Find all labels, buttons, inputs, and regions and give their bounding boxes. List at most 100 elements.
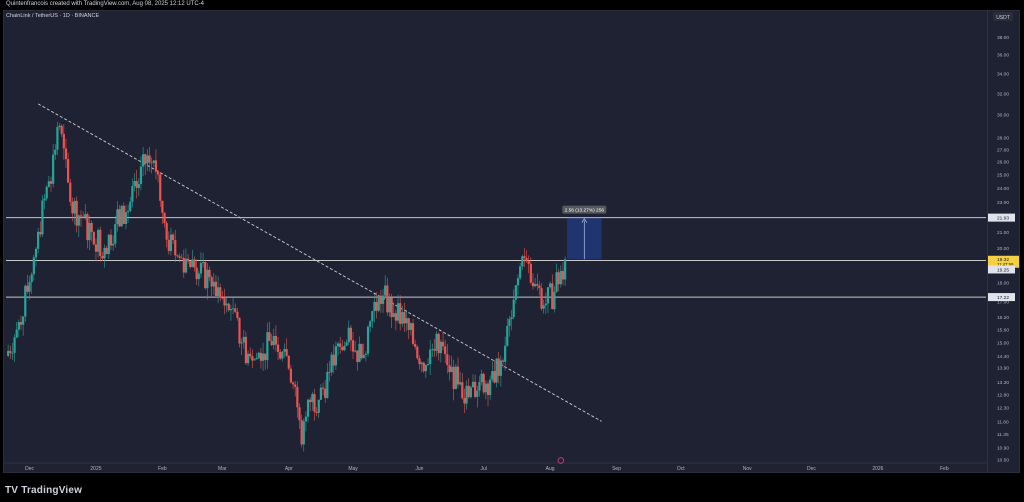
candle-body (546, 287, 550, 304)
candle-body (159, 174, 162, 201)
chart-frame[interactable] (3, 10, 1020, 473)
price-tag-current (988, 255, 1019, 268)
candle-body (525, 258, 528, 262)
candle-body (431, 349, 434, 350)
currency-badge (993, 12, 1013, 21)
candle-body (122, 205, 125, 224)
candle-body (88, 223, 91, 241)
candle-body (508, 319, 511, 326)
time-tick-label: Feb (158, 466, 167, 472)
candle-body (13, 337, 16, 353)
candle-body (411, 323, 415, 344)
candle-body (311, 394, 314, 403)
candle-body (399, 303, 402, 324)
candle-body (324, 388, 327, 398)
price-axis[interactable]: USDT 38.00 36.00 34.00 32.00 30.00 28.00 27.00 2… (987, 11, 1020, 472)
candle-body (328, 371, 331, 373)
price-tick-label: 21.00 (997, 230, 1009, 236)
candle-body (304, 416, 308, 422)
candle-body (298, 407, 301, 421)
footer-bar (0, 474, 1024, 502)
candle-body (43, 198, 46, 201)
price-tick-label: 26.00 (997, 160, 1009, 166)
candle-body (253, 359, 256, 361)
time-axis[interactable]: Dec 2025 Feb Mar Apr May Jun Jul Aug Sep Oct Nov Dec… (4, 457, 987, 472)
candle-body (364, 353, 367, 355)
candle-body (414, 343, 417, 347)
candle-body (444, 346, 447, 355)
price-tick-label: 38.00 (997, 35, 1009, 41)
candle-body (139, 166, 143, 184)
candle-body (82, 216, 85, 218)
price-axis-bg (988, 12, 1019, 472)
candle-body (30, 274, 33, 283)
candle-body (373, 301, 376, 312)
candle-body (45, 186, 48, 199)
candle-body (135, 180, 138, 188)
candle-body (377, 295, 380, 311)
candle-body (97, 229, 100, 252)
candle-body (454, 366, 457, 389)
candle-body (52, 154, 55, 184)
candle-body (116, 209, 119, 225)
candle-body (210, 277, 213, 287)
measure-label: 2.56 (13.27%) 256 (565, 208, 605, 214)
candle-body (506, 325, 509, 346)
candle-body (105, 247, 108, 255)
candle-body (448, 365, 451, 373)
candle-body (510, 317, 513, 320)
candle-body (283, 349, 286, 352)
candle-body (366, 326, 370, 354)
price-tag-level (988, 265, 1015, 274)
candle-body (15, 329, 18, 338)
candle-body (564, 259, 567, 280)
symbol-title: ChainLink / TetherUS · 1D · BINANCE (6, 13, 100, 19)
measure-arrow-head (581, 217, 588, 223)
candle-body (73, 200, 76, 214)
candle-body (193, 259, 196, 268)
candle-body (124, 212, 128, 224)
candle-body (351, 340, 355, 352)
candle-body (197, 273, 200, 280)
candle-body (463, 398, 466, 404)
candle-body (294, 384, 297, 387)
candle-body (129, 201, 132, 211)
candle-body (493, 371, 496, 383)
candle-body (244, 336, 248, 364)
candle-body (186, 258, 190, 262)
candle-body (191, 259, 194, 268)
candle-body (317, 399, 320, 413)
candle-body (345, 342, 348, 346)
trendline (37, 103, 602, 422)
candle-body (77, 215, 80, 226)
candle-body (152, 160, 155, 164)
time-tick-label: Jul (481, 466, 487, 472)
candle-body (347, 327, 350, 343)
candle-body (360, 343, 363, 359)
candle-body (90, 223, 93, 232)
candle-body (264, 353, 267, 361)
candle-body (206, 269, 209, 289)
price-tick-label: 11.80 (997, 419, 1009, 425)
candle-body (107, 234, 110, 255)
candle-body (287, 355, 290, 369)
candle-body (461, 382, 464, 399)
candle-body (491, 371, 494, 380)
tradingview-logo[interactable]: TV TradingView (5, 485, 82, 496)
candle-body (392, 313, 395, 318)
candle-body (401, 312, 404, 324)
price-tick-label: 20.00 (997, 246, 1009, 252)
candle-body (435, 333, 438, 351)
candle-body (529, 263, 532, 283)
candle-body (99, 229, 102, 257)
candle-body (540, 288, 543, 309)
price-tag-countdown: 11:47:59 (997, 262, 1014, 267)
time-axis-bg (4, 463, 987, 472)
price-tick-label: 36.00 (997, 53, 1009, 59)
candle-body (375, 301, 378, 311)
candle-body (176, 255, 179, 257)
time-tick-label: May (348, 466, 358, 472)
candle-body (9, 350, 12, 354)
candle-body (56, 127, 59, 150)
